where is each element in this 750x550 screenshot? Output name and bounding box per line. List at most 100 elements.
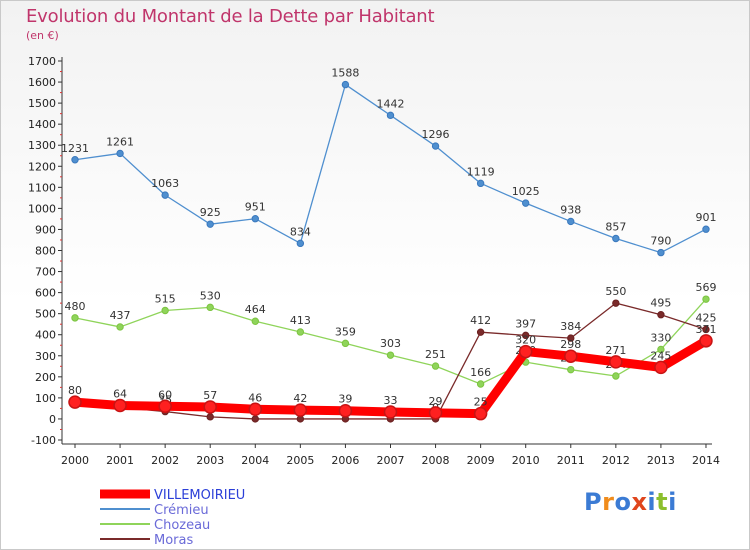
- legend-label: Moras: [154, 533, 193, 548]
- data-point: [113, 398, 127, 413]
- data-label: 60: [158, 388, 172, 401]
- x-tick-label: 2007: [376, 454, 404, 467]
- y-tick-label: 0: [49, 413, 56, 426]
- data-label: 1119: [467, 165, 495, 178]
- data-point: [612, 234, 620, 243]
- y-tick-label: 1400: [28, 118, 56, 131]
- data-label: 330: [650, 331, 671, 344]
- data-point: [158, 399, 172, 414]
- data-label: 530: [200, 289, 221, 302]
- data-label: 425: [695, 311, 716, 324]
- data-label: 790: [650, 235, 671, 248]
- data-label: 25: [474, 396, 488, 409]
- data-point: [296, 328, 305, 336]
- data-label: 1025: [512, 185, 540, 198]
- data-label: 938: [560, 203, 581, 216]
- data-label: 80: [68, 384, 82, 397]
- data-label: 245: [650, 349, 671, 362]
- data-label: 397: [515, 317, 536, 330]
- data-point: [341, 80, 350, 89]
- y-tick-label: 1200: [28, 160, 56, 173]
- chart-title: Evolution du Montant de la Dette par Hab…: [26, 6, 435, 27]
- data-point: [522, 331, 530, 340]
- x-tick-label: 2000: [61, 454, 89, 467]
- data-point: [612, 372, 620, 380]
- data-label: 1231: [61, 142, 89, 155]
- x-tick-label: 2009: [467, 454, 495, 467]
- data-label: 1442: [376, 97, 404, 110]
- data-label: 39: [338, 393, 352, 406]
- legend-label: VILLEMOIRIEU: [154, 488, 245, 503]
- data-label: 320: [515, 334, 536, 347]
- data-point: [609, 355, 623, 369]
- data-point: [68, 395, 82, 409]
- x-tick-label: 2003: [196, 454, 224, 467]
- data-point: [206, 303, 214, 312]
- data-point: [522, 199, 530, 207]
- y-tick-label: 1300: [28, 139, 56, 152]
- y-tick-label: 1600: [28, 76, 56, 89]
- data-label: 1588: [331, 67, 359, 80]
- y-tick-label: 1100: [28, 181, 56, 194]
- data-label: 251: [425, 348, 446, 361]
- x-tick-label: 2008: [422, 454, 450, 467]
- data-point: [293, 403, 308, 417]
- data-point: [161, 191, 169, 199]
- y-tick-label: 300: [35, 350, 56, 363]
- data-point: [431, 362, 440, 370]
- data-point: [702, 225, 710, 233]
- logo-letter: P: [584, 488, 603, 516]
- data-point: [518, 344, 533, 359]
- data-label: 1063: [151, 177, 179, 190]
- data-point: [248, 402, 263, 417]
- data-label: 480: [65, 300, 86, 313]
- data-label: 834: [290, 225, 311, 238]
- data-label: 303: [380, 337, 401, 350]
- data-label: 412: [470, 314, 491, 327]
- y-tick-label: 400: [35, 329, 56, 342]
- y-tick-label: 600: [35, 287, 56, 300]
- y-tick-label: 1000: [28, 202, 56, 215]
- data-label: 901: [695, 211, 716, 224]
- x-tick-label: 2005: [286, 454, 314, 467]
- y-tick-label: 700: [35, 266, 56, 279]
- x-tick-label: 2004: [241, 454, 269, 467]
- data-point: [71, 156, 79, 164]
- data-label: 857: [605, 220, 626, 233]
- data-point: [116, 149, 124, 158]
- data-point: [476, 179, 485, 188]
- data-point: [564, 349, 578, 363]
- data-point: [476, 328, 485, 336]
- y-tick-label: 1500: [28, 97, 56, 110]
- data-point: [161, 306, 169, 315]
- data-label: 569: [695, 281, 716, 294]
- data-point: [612, 299, 620, 307]
- data-label: 464: [245, 303, 266, 316]
- data-label: 271: [605, 344, 626, 357]
- data-point: [428, 406, 443, 420]
- y-tick-label: 200: [35, 371, 56, 384]
- data-point: [431, 142, 440, 150]
- data-point: [338, 403, 353, 418]
- data-point: [203, 400, 217, 414]
- data-point: [341, 339, 350, 348]
- data-label: 550: [605, 285, 626, 298]
- data-label: 413: [290, 314, 311, 327]
- data-point: [116, 323, 124, 331]
- data-point: [386, 351, 395, 359]
- data-label: 359: [335, 325, 356, 338]
- x-tick-label: 2002: [151, 454, 179, 467]
- y-tick-label: 100: [35, 392, 56, 405]
- x-tick-label: 2011: [557, 454, 585, 467]
- data-point: [296, 239, 305, 248]
- y-tick-label: 900: [35, 223, 56, 236]
- x-tick-label: 2013: [647, 454, 675, 467]
- logo-letter: t: [656, 488, 669, 516]
- data-point: [657, 248, 665, 257]
- data-label: 437: [110, 309, 131, 322]
- data-point: [251, 215, 259, 223]
- data-point: [476, 380, 485, 388]
- data-label: 515: [155, 293, 176, 306]
- data-label: 1296: [422, 128, 450, 141]
